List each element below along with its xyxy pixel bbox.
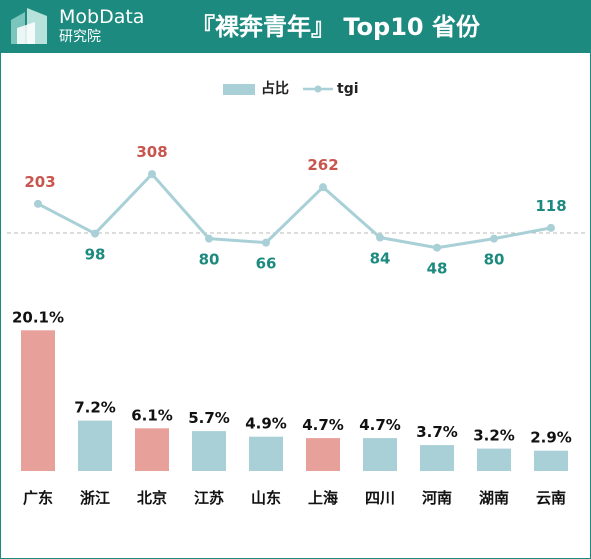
bar-3 <box>135 428 169 471</box>
category-label-1: 广东 <box>23 489 53 507</box>
page-title: 『裸奔青年』 Top10 省份 <box>191 13 480 41</box>
bar-value-label-10: 2.9% <box>530 429 572 447</box>
bar-2 <box>78 420 112 471</box>
bar-value-label-4: 5.7% <box>188 409 230 427</box>
category-label-2: 浙江 <box>80 489 110 507</box>
bar-8 <box>420 445 454 471</box>
tgi-value-label-8: 48 <box>427 260 448 278</box>
tgi-value-label-10: 118 <box>535 197 566 215</box>
tgi-value-label-9: 80 <box>484 251 505 269</box>
bar-6 <box>306 438 340 471</box>
legend-bar-swatch-icon <box>223 83 255 95</box>
bar-7 <box>363 438 397 471</box>
tgi-point-4 <box>205 234 213 243</box>
category-label-8: 河南 <box>422 489 452 507</box>
tgi-value-label-3: 308 <box>136 143 167 161</box>
tgi-point-9 <box>490 234 498 243</box>
bar-4 <box>192 431 226 471</box>
tgi-point-8 <box>433 243 441 252</box>
tgi-point-2 <box>91 229 99 238</box>
legend-line-swatch-icon <box>303 85 333 93</box>
bar-value-label-8: 3.7% <box>416 423 458 441</box>
bar-5 <box>249 436 283 471</box>
brand-name: MobData <box>59 6 145 28</box>
bar-value-label-2: 7.2% <box>74 399 116 417</box>
tgi-value-label-7: 84 <box>370 250 391 268</box>
tgi-value-label-2: 98 <box>85 246 106 264</box>
tgi-point-7 <box>376 233 384 242</box>
bar-value-label-9: 3.2% <box>473 427 515 445</box>
category-label-7: 四川 <box>365 489 395 507</box>
tgi-point-5 <box>262 238 270 247</box>
tgi-point-10 <box>547 223 555 232</box>
tgi-value-label-1: 203 <box>24 173 55 191</box>
category-label-3: 北京 <box>137 489 167 507</box>
legend-item-line: tgi <box>303 77 359 101</box>
legend-item-bar: 占比 <box>223 77 289 101</box>
tgi-point-3 <box>148 170 156 179</box>
tgi-point-6 <box>319 183 327 192</box>
mobdata-logo-icon <box>11 8 47 44</box>
category-label-5: 山东 <box>251 489 281 507</box>
category-label-4: 江苏 <box>194 489 224 507</box>
category-label-6: 上海 <box>308 489 338 507</box>
bar-value-label-3: 6.1% <box>131 406 173 424</box>
category-label-10: 云南 <box>536 489 566 507</box>
bar-value-label-7: 4.7% <box>359 416 401 434</box>
bar-10 <box>534 450 568 471</box>
header-bar: MobData 研究院 『裸奔青年』 Top10 省份 <box>1 1 590 53</box>
brand-subtitle: 研究院 <box>59 29 101 45</box>
chart-legend: 占比 tgi <box>1 77 590 101</box>
tgi-line <box>37 172 552 250</box>
tgi-value-label-4: 80 <box>199 251 220 269</box>
tgi-value-label-6: 262 <box>307 156 338 174</box>
tgi-value-label-5: 66 <box>256 255 277 273</box>
bar-value-label-6: 4.7% <box>302 416 344 434</box>
legend-bar-label: 占比 <box>261 81 289 97</box>
tgi-point-1 <box>34 199 42 208</box>
category-label-9: 湖南 <box>479 489 509 507</box>
bar-value-label-5: 4.9% <box>245 415 287 433</box>
bar-1 <box>21 330 55 471</box>
bar-value-label-1: 20.1% <box>12 308 64 326</box>
bar-9 <box>477 448 511 471</box>
legend-line-label: tgi <box>337 81 359 97</box>
